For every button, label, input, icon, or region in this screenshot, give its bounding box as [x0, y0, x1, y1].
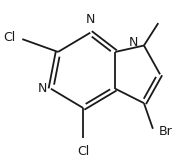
Text: Cl: Cl	[77, 145, 89, 158]
Text: Br: Br	[158, 125, 172, 139]
Text: N: N	[86, 13, 95, 26]
Text: N: N	[129, 36, 139, 49]
Text: N: N	[38, 82, 47, 95]
Text: Cl: Cl	[3, 31, 15, 44]
